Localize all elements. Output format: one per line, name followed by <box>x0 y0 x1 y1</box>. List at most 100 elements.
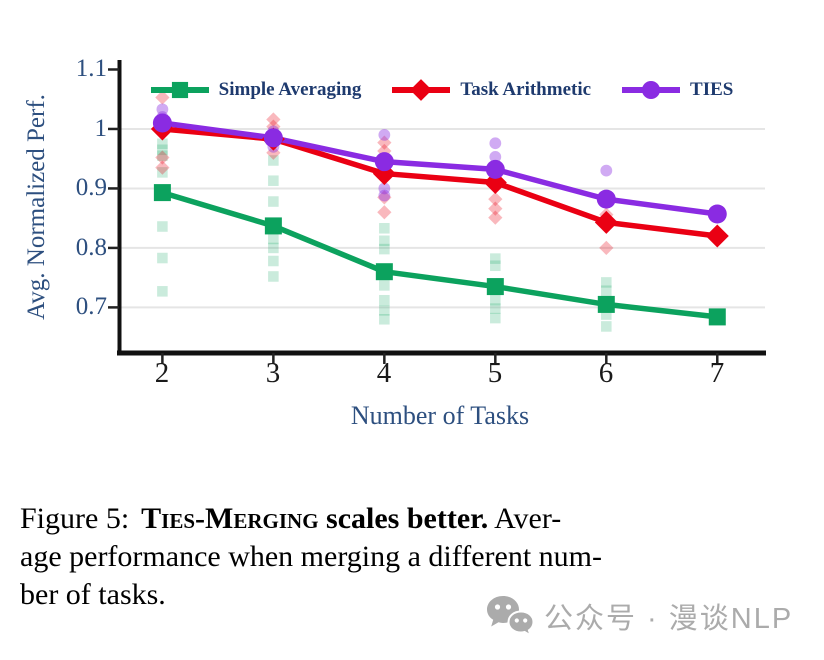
caption-line-1: Figure 5: Ties-Merging scales better. Ave… <box>20 500 816 538</box>
series-marker-ties <box>707 204 727 224</box>
scatter-point-simple-averaging <box>268 242 279 254</box>
series-marker-ties <box>263 128 283 148</box>
figure-caption: Figure 5: Ties-Merging scales better. Ave… <box>20 500 816 614</box>
scatter-point-task-arithmetic <box>266 112 281 127</box>
scatter-point-simple-averaging <box>490 260 501 272</box>
series-line-ties <box>159 120 721 217</box>
x-tick-label: 4 <box>376 357 392 389</box>
x-tick-label: 3 <box>265 357 281 389</box>
x-axis-label: Number of Tasks <box>350 401 530 430</box>
chart-legend: Simple Averaging Task Arithmetic TIES <box>118 76 765 104</box>
series-marker-ties <box>596 189 616 209</box>
series-marker-simple-averaging <box>486 278 504 296</box>
series-marker-simple-averaging <box>264 217 282 235</box>
scatter-point-simple-averaging <box>379 280 390 291</box>
scatter-point-simple-averaging <box>379 243 390 255</box>
scatter-point-simple-averaging <box>490 312 501 324</box>
legend-item-ties: TIES <box>621 79 733 101</box>
legend-item-task-arithmetic: Task Arithmetic <box>391 79 591 101</box>
scatter-point-ties <box>378 182 391 195</box>
scatter-point-simple-averaging <box>601 321 612 332</box>
x-tick-label: 2 <box>154 357 170 389</box>
scatter-point-task-arithmetic <box>488 210 503 225</box>
scatter-point-simple-averaging <box>268 175 279 186</box>
legend-marker-ties <box>642 80 661 100</box>
scatter-point-ties <box>600 164 613 177</box>
series-marker-simple-averaging <box>708 308 726 326</box>
series-marker-simple-averaging <box>153 184 171 202</box>
scatter-point-ties <box>489 151 502 163</box>
scatter-point-simple-averaging <box>157 252 168 264</box>
y-tick-label: 0.9 <box>75 174 107 201</box>
scatter-point-simple-averaging <box>601 277 612 288</box>
scatter-point-simple-averaging <box>379 305 390 316</box>
scatter-point-simple-averaging <box>490 294 501 306</box>
scatter-point-task-arithmetic <box>155 160 170 175</box>
legend-circle-marker-icon <box>622 80 681 100</box>
scatter-point-simple-averaging <box>268 196 279 207</box>
legend-diamond-marker-icon <box>392 79 451 101</box>
x-tick-label: 7 <box>709 357 725 389</box>
y-tick-label: 1 <box>94 115 108 142</box>
scatter-point-simple-averaging <box>379 223 390 234</box>
series-marker-task-arithmetic <box>594 210 618 234</box>
scatter-point-simple-averaging <box>157 150 168 161</box>
scatter-point-simple-averaging <box>157 286 168 297</box>
scatter-point-simple-averaging <box>490 303 501 314</box>
scatter-point-task-arithmetic <box>377 190 392 205</box>
scatter-point-simple-averaging <box>379 314 390 325</box>
caption-line-3: ber of tasks. <box>20 578 166 611</box>
scatter-point-simple-averaging <box>490 253 501 264</box>
y-tick-label: 0.7 <box>75 293 107 320</box>
y-tick-label: 0.8 <box>75 234 107 261</box>
legend-label-ties: TIES <box>690 79 734 100</box>
scatter-point-simple-averaging <box>157 138 168 150</box>
y-tick-label: 1.1 <box>75 55 107 82</box>
legend-item-simple-averaging: Simple Averaging <box>150 79 362 101</box>
scatter-point-simple-averaging <box>268 233 279 245</box>
watermark: 公众号 · 漫谈NLP <box>486 595 793 637</box>
x-tick-label: 6 <box>598 357 614 389</box>
scatter-point-simple-averaging <box>379 235 390 247</box>
line-chart <box>108 60 766 364</box>
scatter-point-task-arithmetic <box>488 192 503 207</box>
scatter-point-simple-averaging <box>379 294 390 306</box>
scatter-point-simple-averaging <box>601 285 612 297</box>
wechat-icon <box>487 596 534 637</box>
series-marker-ties <box>152 113 172 133</box>
scatter-point-simple-averaging <box>157 221 168 232</box>
scatter-point-ties <box>378 189 391 202</box>
watermark-text: 公众号 · 漫谈NLP <box>544 603 794 635</box>
scatter-point-simple-averaging <box>601 309 612 320</box>
series-marker-task-arithmetic <box>705 224 729 248</box>
scatter-point-ties <box>489 137 502 150</box>
x-tick-label: 5 <box>487 357 503 389</box>
legend-marker-task-arithmetic <box>410 79 433 101</box>
caption-method-name: Ties-Merging <box>141 502 319 535</box>
legend-marker-simple-averaging <box>171 81 188 99</box>
caption-line-2: age performance when merging a different… <box>20 540 602 573</box>
caption-claim: scales better. <box>318 502 489 535</box>
scatter-point-task-arithmetic <box>599 240 614 256</box>
legend-square-marker-icon <box>150 81 209 99</box>
scatter-point-ties <box>378 129 391 141</box>
scatter-point-simple-averaging <box>268 255 279 267</box>
scatter-point-task-arithmetic <box>377 135 392 150</box>
series-marker-ties <box>374 152 394 172</box>
caption-text-start: Aver- <box>488 502 562 535</box>
scatter-point-simple-averaging <box>157 144 168 156</box>
legend-label-simple-averaging: Simple Averaging <box>218 79 362 100</box>
scatter-point-task-arithmetic <box>377 205 392 220</box>
scatter-point-ties <box>156 103 169 116</box>
scatter-point-task-arithmetic <box>155 150 170 165</box>
legend-label-task-arithmetic: Task Arithmetic <box>460 79 592 100</box>
series-line-simple-averaging <box>159 189 721 320</box>
scatter-point-simple-averaging <box>157 167 168 178</box>
series-marker-ties <box>485 159 505 179</box>
series-marker-simple-averaging <box>375 263 393 281</box>
scatter-point-task-arithmetic <box>488 201 503 216</box>
scatter-point-task-arithmetic <box>155 90 170 105</box>
series-marker-simple-averaging <box>597 295 615 313</box>
scatter-point-simple-averaging <box>268 155 279 166</box>
